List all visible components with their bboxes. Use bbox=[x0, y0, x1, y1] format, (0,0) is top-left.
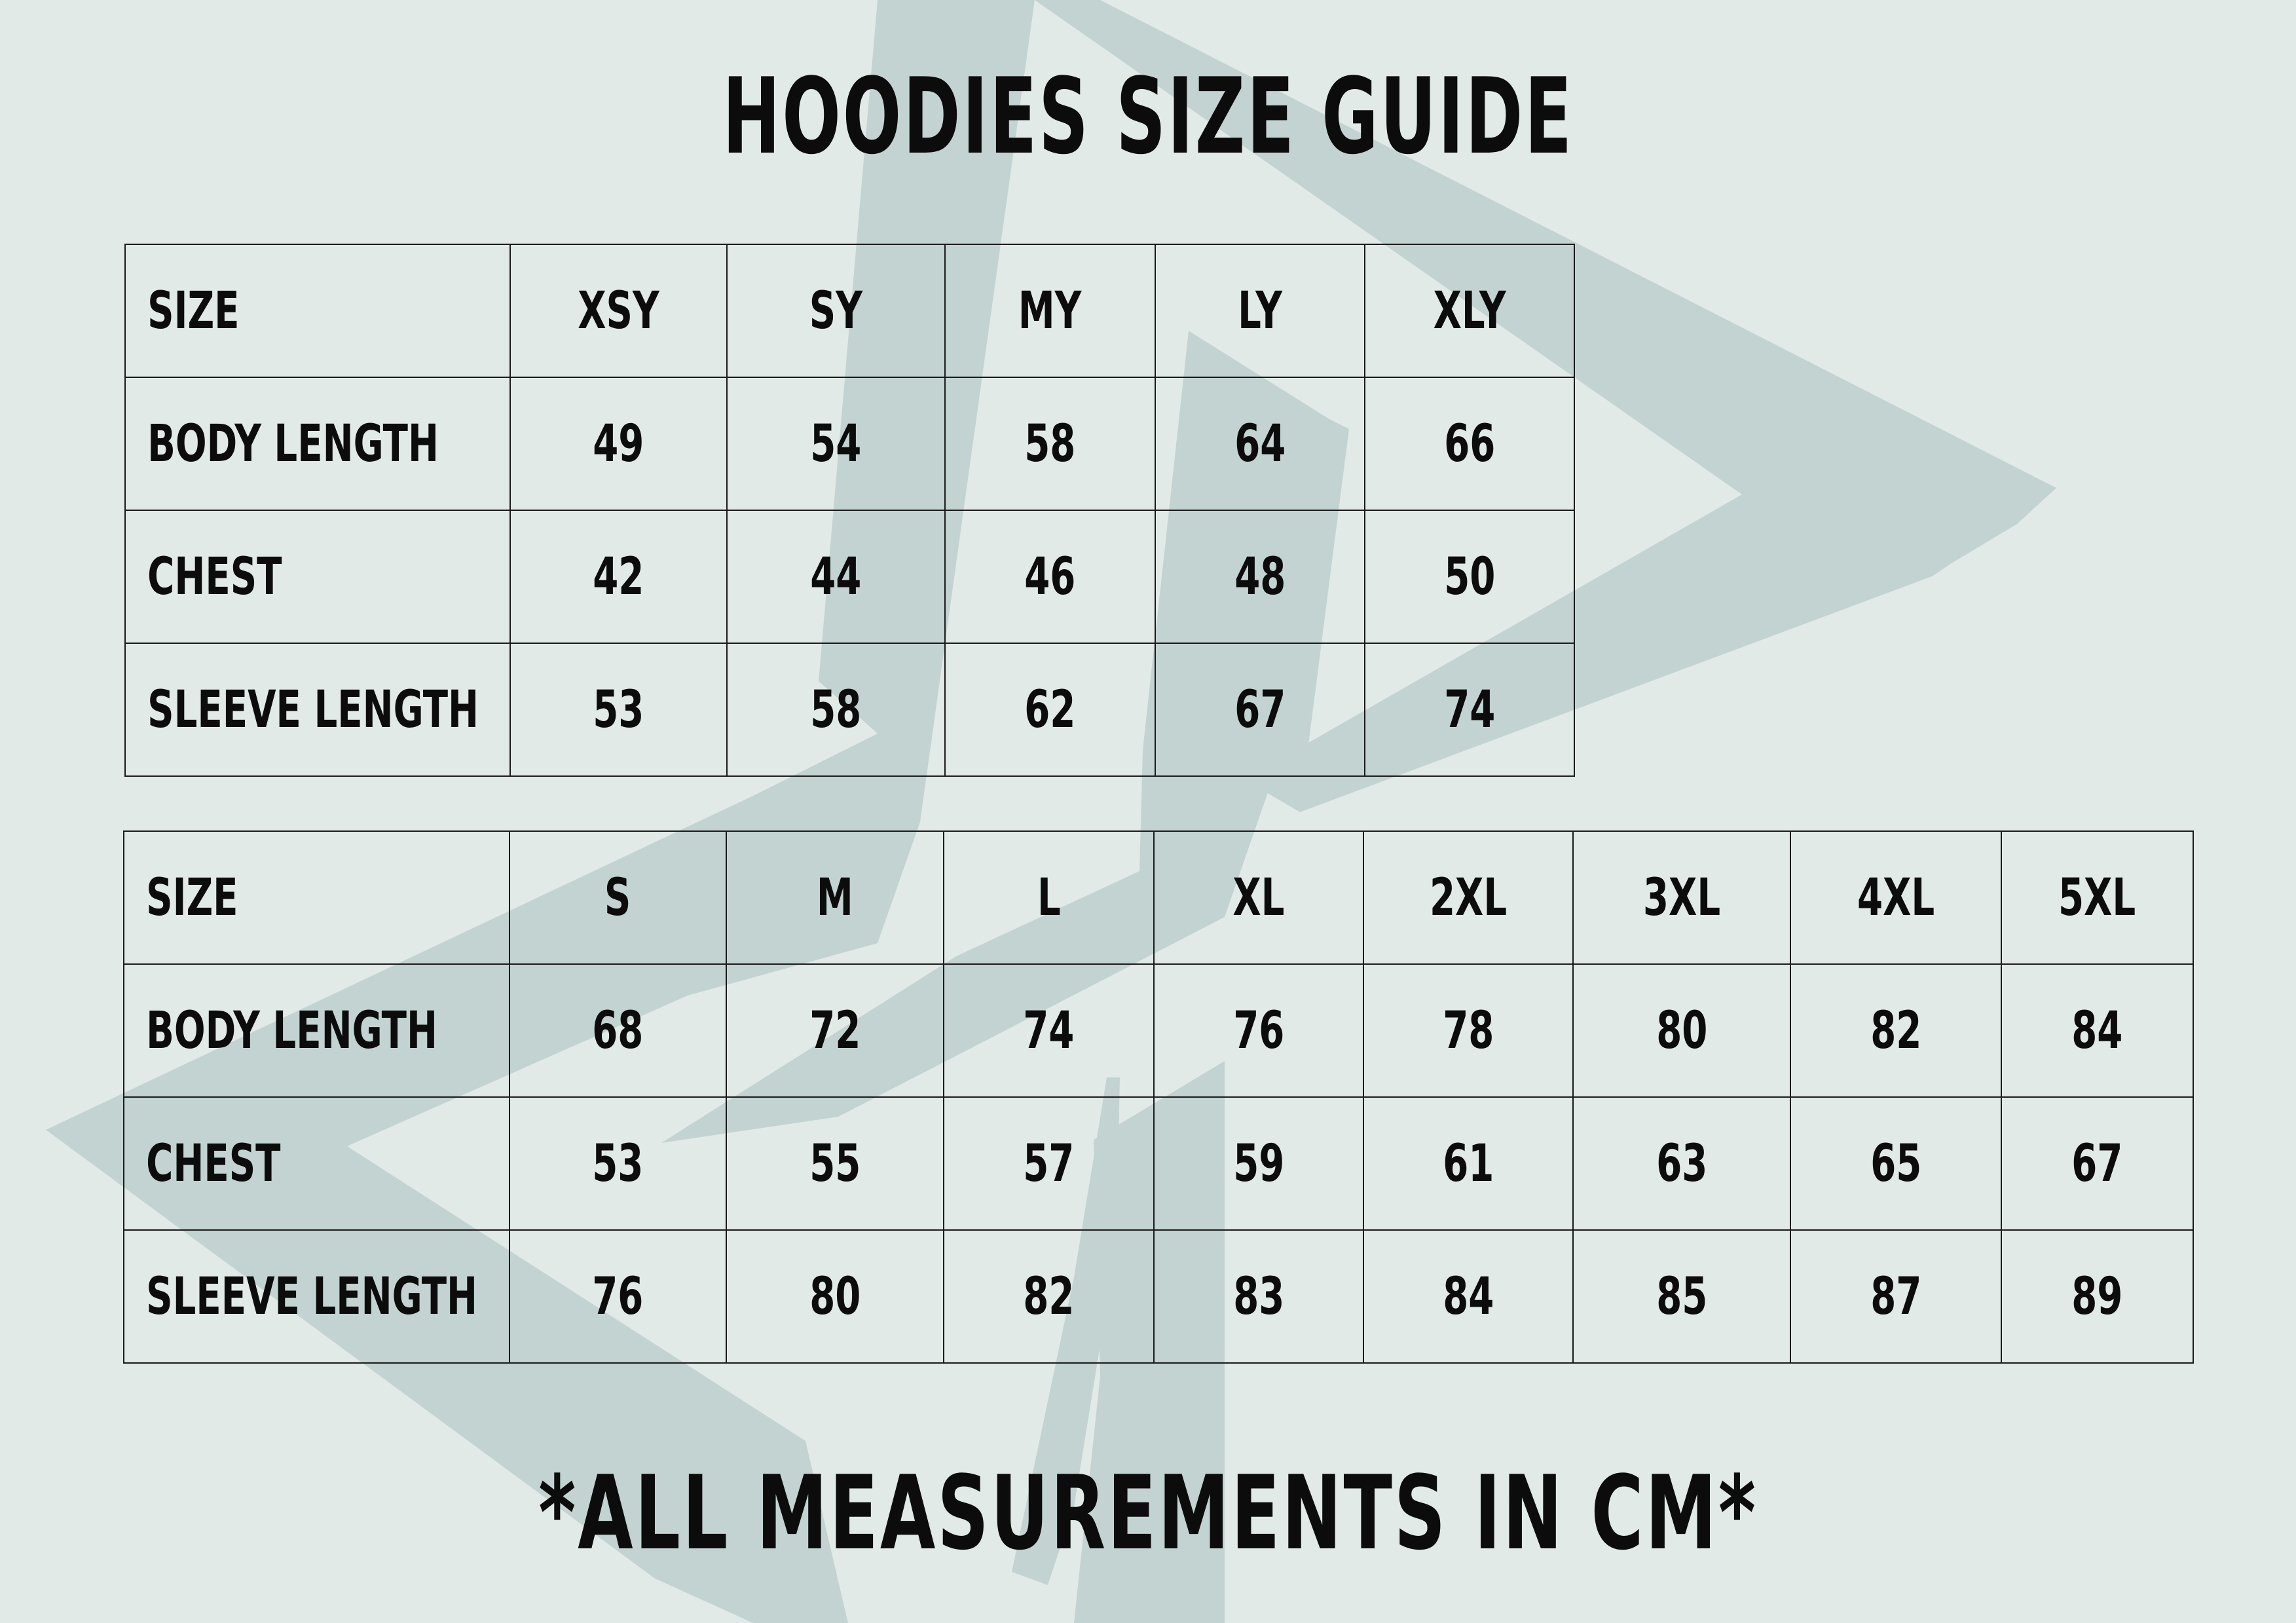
header-cell-ly: LY bbox=[1155, 244, 1365, 378]
page-title: HOODIES SIZE GUIDE bbox=[722, 55, 1574, 177]
adult-size-table: SIZE S M L XL 2XL 3XL 4XL 5XL BODY LENGT… bbox=[123, 830, 2194, 1364]
header-cell-xsy: XSY bbox=[509, 244, 728, 378]
table-cell: 48 bbox=[1155, 510, 1365, 644]
table-row: SLEEVE LENGTH 76 80 82 83 84 85 87 89 bbox=[123, 1229, 2194, 1364]
measurement-unit-note: *ALL MEASUREMENTS IN CM* bbox=[538, 1453, 1758, 1573]
header-cell-sy: SY bbox=[726, 244, 946, 378]
table-row: BODY LENGTH 68 72 74 76 78 80 82 84 bbox=[123, 963, 2194, 1098]
row-label-sleeve-length: SLEEVE LENGTH bbox=[123, 1229, 510, 1364]
table-cell: 85 bbox=[1572, 1229, 1791, 1364]
header-cell-s: S bbox=[509, 830, 727, 965]
table-cell: 74 bbox=[1364, 643, 1575, 777]
table-cell: 44 bbox=[726, 510, 946, 644]
table-cell: 42 bbox=[509, 510, 728, 644]
table-cell: 68 bbox=[509, 963, 727, 1098]
table-cell: 66 bbox=[1364, 377, 1575, 511]
header-cell-l: L bbox=[943, 830, 1155, 965]
youth-size-table: SIZE XSY SY MY LY XLY BODY LENGTH 49 54 … bbox=[124, 244, 1575, 777]
table-cell: 84 bbox=[2001, 963, 2194, 1098]
table-cell: 58 bbox=[944, 377, 1156, 511]
table-cell: 67 bbox=[1155, 643, 1365, 777]
header-cell-2xl: 2XL bbox=[1363, 830, 1574, 965]
table-cell: 82 bbox=[1790, 963, 2002, 1098]
table-cell: 57 bbox=[943, 1096, 1155, 1231]
table-cell: 58 bbox=[726, 643, 946, 777]
table-cell: 64 bbox=[1155, 377, 1365, 511]
table-cell: 84 bbox=[1363, 1229, 1574, 1364]
table-cell: 49 bbox=[509, 377, 728, 511]
table-header-row: SIZE XSY SY MY LY XLY bbox=[124, 244, 1575, 378]
table-cell: 89 bbox=[2001, 1229, 2194, 1364]
header-cell-m: M bbox=[726, 830, 944, 965]
header-cell-xly: XLY bbox=[1364, 244, 1575, 378]
table-cell: 55 bbox=[726, 1096, 944, 1231]
table-cell: 74 bbox=[943, 963, 1155, 1098]
table-header-row: SIZE S M L XL 2XL 3XL 4XL 5XL bbox=[123, 830, 2194, 965]
header-cell-xl: XL bbox=[1153, 830, 1364, 965]
table-cell: 53 bbox=[509, 643, 728, 777]
table-cell: 80 bbox=[1572, 963, 1791, 1098]
table-cell: 87 bbox=[1790, 1229, 2002, 1364]
table-cell: 53 bbox=[509, 1096, 727, 1231]
header-cell-3xl: 3XL bbox=[1572, 830, 1791, 965]
row-label-body-length: BODY LENGTH bbox=[124, 377, 511, 511]
table-cell: 50 bbox=[1364, 510, 1575, 644]
row-label-body-length: BODY LENGTH bbox=[123, 963, 510, 1098]
table-cell: 80 bbox=[726, 1229, 944, 1364]
row-label-chest: CHEST bbox=[124, 510, 511, 644]
table-cell: 65 bbox=[1790, 1096, 2002, 1231]
header-cell-my: MY bbox=[944, 244, 1156, 378]
table-row: CHEST 42 44 46 48 50 bbox=[124, 510, 1575, 644]
table-cell: 76 bbox=[509, 1229, 727, 1364]
table-cell: 67 bbox=[2001, 1096, 2194, 1231]
table-cell: 78 bbox=[1363, 963, 1574, 1098]
table-row: BODY LENGTH 49 54 58 64 66 bbox=[124, 377, 1575, 511]
header-cell-4xl: 4XL bbox=[1790, 830, 2002, 965]
table-cell: 82 bbox=[943, 1229, 1155, 1364]
table-cell: 46 bbox=[944, 510, 1156, 644]
table-cell: 62 bbox=[944, 643, 1156, 777]
row-label-chest: CHEST bbox=[123, 1096, 510, 1231]
table-cell: 59 bbox=[1153, 1096, 1364, 1231]
table-cell: 61 bbox=[1363, 1096, 1574, 1231]
table-row: CHEST 53 55 57 59 61 63 65 67 bbox=[123, 1096, 2194, 1231]
header-cell-size: SIZE bbox=[124, 244, 511, 378]
table-cell: 63 bbox=[1572, 1096, 1791, 1231]
table-row: SLEEVE LENGTH 53 58 62 67 74 bbox=[124, 643, 1575, 777]
table-cell: 54 bbox=[726, 377, 946, 511]
header-cell-5xl: 5XL bbox=[2001, 830, 2194, 965]
header-cell-size: SIZE bbox=[123, 830, 510, 965]
table-cell: 83 bbox=[1153, 1229, 1364, 1364]
table-cell: 76 bbox=[1153, 963, 1364, 1098]
table-cell: 72 bbox=[726, 963, 944, 1098]
row-label-sleeve-length: SLEEVE LENGTH bbox=[124, 643, 511, 777]
